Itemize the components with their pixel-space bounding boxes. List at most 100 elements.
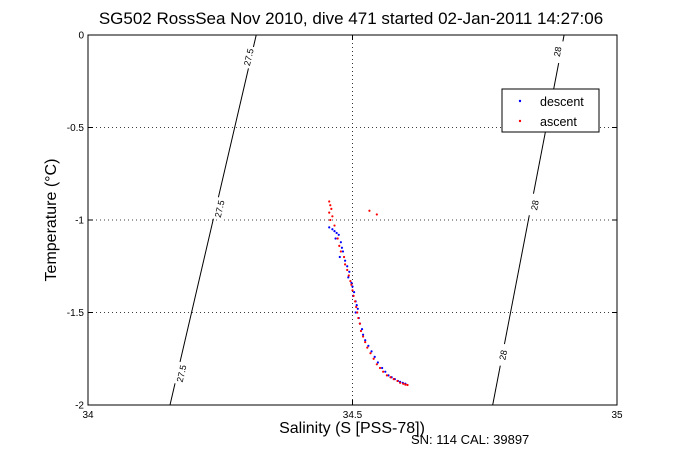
ascent-point (361, 335, 365, 338)
descent-point (367, 344, 370, 347)
ascent-point (358, 322, 362, 325)
x-tick-label: 34 (82, 410, 94, 421)
descent-point (360, 328, 364, 331)
ascent-point (328, 200, 331, 203)
ascent-point (349, 279, 352, 283)
legend-marker-ascent (518, 119, 522, 123)
isopycnal-label-mask (174, 361, 189, 386)
descent-point (331, 228, 334, 231)
ascent-point (351, 289, 354, 292)
descent-point (341, 250, 345, 253)
ascent-point (396, 379, 399, 383)
descent-point (348, 270, 351, 273)
descent-point (350, 281, 353, 284)
ascent-point (366, 346, 369, 349)
legend-label-descent: descent (540, 95, 584, 109)
isopycnal-label-mask (496, 343, 511, 367)
descent-point (343, 259, 347, 262)
isopycnal-label: 27.5 (213, 199, 227, 218)
legend-label-ascent: ascent (540, 115, 577, 129)
isopycnal-label: 28 (529, 199, 541, 211)
ascent-point (364, 341, 367, 344)
legend: descent ascent (501, 88, 600, 133)
descent-point (346, 265, 349, 268)
chart-title: SG502 RossSea Nov 2010, dive 471 started… (99, 9, 603, 28)
ascent-point (357, 316, 360, 320)
x-axis-label: Salinity (S [PSS-78]) (279, 420, 425, 437)
ascent-point (355, 305, 358, 309)
isopycnal-label-mask (528, 193, 542, 217)
ascent-point (354, 300, 357, 303)
y-tick-label: -0.5 (67, 123, 85, 134)
ascent-point (406, 383, 409, 387)
ascent-point (333, 224, 336, 227)
ascent-point (399, 381, 402, 384)
ascent-point (402, 382, 405, 385)
ascent-point (359, 329, 363, 333)
ascent-point (382, 370, 385, 373)
y-tick-label: -2 (75, 401, 84, 412)
ascent-point (368, 209, 371, 212)
x-tick-label: 35 (611, 410, 623, 421)
ascent-point (350, 283, 353, 286)
descent-point (387, 374, 390, 377)
descent-point (347, 276, 350, 279)
y-axis-label: Temperature (°C) (43, 159, 60, 282)
ascent-point (356, 311, 359, 314)
descent-point (328, 226, 331, 229)
isopycnal-label-mask (550, 39, 565, 64)
data-point-layer (328, 200, 409, 387)
isopycnal-label: 28 (552, 46, 564, 58)
descent-point (361, 333, 365, 336)
isopycnal-label-mask (241, 45, 257, 70)
ascent-point (343, 263, 347, 266)
descent-point (354, 311, 357, 314)
ascent-point (339, 250, 342, 253)
legend-box (501, 88, 600, 133)
descent-point (338, 255, 341, 259)
isopycnal-label-mask (212, 197, 228, 221)
descent-point (355, 304, 358, 307)
x-tick-label: 34.5 (343, 410, 363, 421)
descent-point (364, 339, 367, 342)
ascent-point (331, 215, 334, 218)
ascent-point (342, 255, 346, 259)
ascent-point (375, 363, 378, 366)
ascent-point (404, 383, 407, 386)
legend-marker-descent (518, 99, 522, 103)
y-tick-label: -1 (75, 216, 84, 227)
isopycnal-label: 28 (497, 349, 509, 361)
descent-point (334, 237, 337, 240)
isopycnal-layer: 27.5 27.5 27.5 28 28 28 (169, 34, 565, 406)
ascent-point (352, 294, 355, 297)
descent-point (381, 366, 384, 370)
ascent-point (375, 213, 378, 216)
ascent-point (392, 378, 395, 381)
ascent-point (328, 211, 331, 214)
descent-point (376, 361, 379, 364)
descent-point (340, 246, 344, 249)
ascent-point (372, 357, 375, 360)
descent-point (356, 307, 359, 310)
y-tick-label: -1.5 (67, 308, 85, 319)
isopycnal-label: 27.5 (175, 364, 189, 383)
descent-point (333, 230, 336, 233)
descent-point (384, 370, 387, 373)
ascent-point (336, 237, 339, 240)
ascent-point (347, 274, 350, 277)
descent-point (352, 291, 356, 294)
isopycnal-label: 27.5 (242, 48, 256, 67)
descent-point (351, 285, 354, 288)
descent-point (370, 350, 373, 353)
ascent-point (330, 207, 333, 210)
descent-point (337, 233, 340, 236)
ascent-point (346, 268, 349, 272)
descent-point (373, 355, 376, 358)
ascent-point (378, 366, 382, 370)
ascent-point (338, 244, 341, 247)
ascent-point (329, 204, 332, 207)
footer-serial: SN: 114 CAL: 39897 (411, 432, 529, 447)
isopycnal-line (169, 34, 257, 406)
ascent-point (329, 218, 332, 222)
